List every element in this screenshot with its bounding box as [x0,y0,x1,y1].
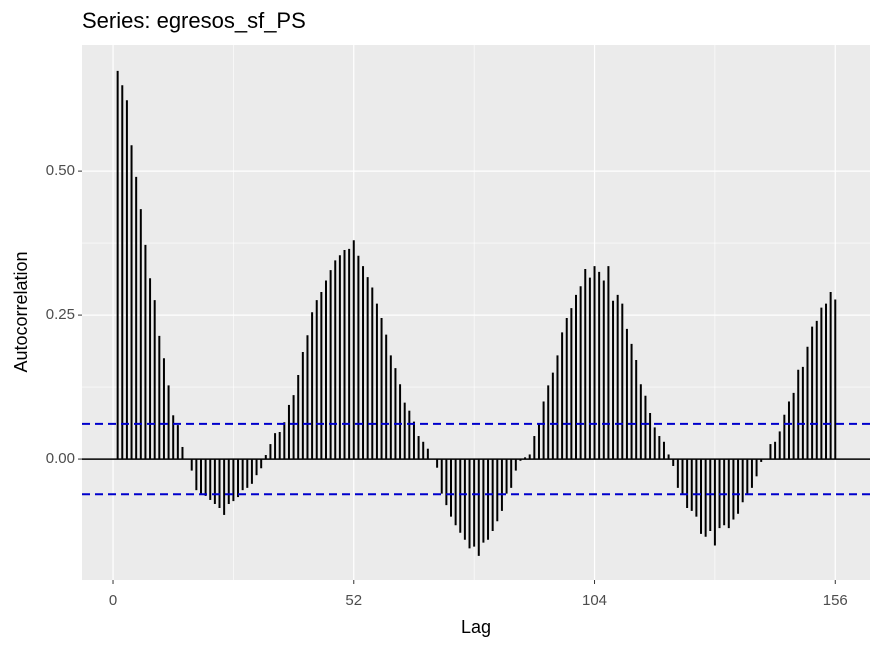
chart-title: Series: egresos_sf_PS [82,8,306,33]
x-tick-label: 104 [582,592,607,609]
x-tick-label: 156 [823,592,848,609]
y-tick-label: 0.25 [46,306,75,323]
plot-panel [82,45,870,580]
y-tick-label: 0.00 [46,450,75,467]
x-axis-title: Lag [461,617,491,637]
x-tick-label: 0 [109,592,117,609]
x-tick-label: 52 [345,592,362,609]
y-tick-label: 0.50 [46,162,75,179]
y-axis-title: Autocorrelation [11,251,31,372]
